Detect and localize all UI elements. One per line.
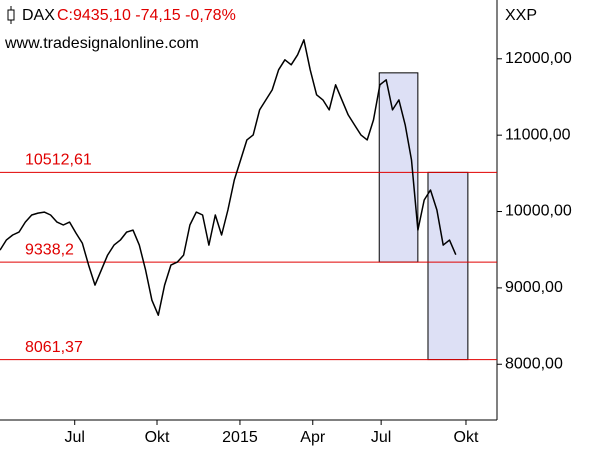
symbol: DAX [22, 7, 55, 24]
axis-label: XXP [505, 7, 537, 24]
y-tick-label: 8000,00 [505, 355, 563, 372]
quote: C:9435,10 -74,15 -0,78% [57, 7, 236, 24]
x-tick-label: Jul [371, 429, 391, 446]
candle-icon [7, 6, 15, 24]
level-label: 8061,37 [25, 339, 83, 356]
x-tick-label: Okt [454, 429, 479, 446]
y-tick-label: 9000,00 [505, 279, 563, 296]
x-tick-label: Apr [300, 429, 326, 446]
y-tick-label: 12000,00 [505, 50, 572, 67]
x-tick-label: Jul [64, 429, 84, 446]
y-tick-label: 10000,00 [505, 203, 572, 220]
level-label: 10512,61 [25, 152, 92, 169]
highlight-box [378, 72, 419, 263]
price-line [0, 39, 457, 316]
level-label: 9338,2 [25, 241, 74, 258]
source: www.tradesignalonline.com [4, 35, 199, 52]
x-tick-label: Okt [145, 429, 170, 446]
y-tick-label: 11000,00 [505, 126, 571, 143]
x-tick-label: 2015 [222, 429, 258, 446]
